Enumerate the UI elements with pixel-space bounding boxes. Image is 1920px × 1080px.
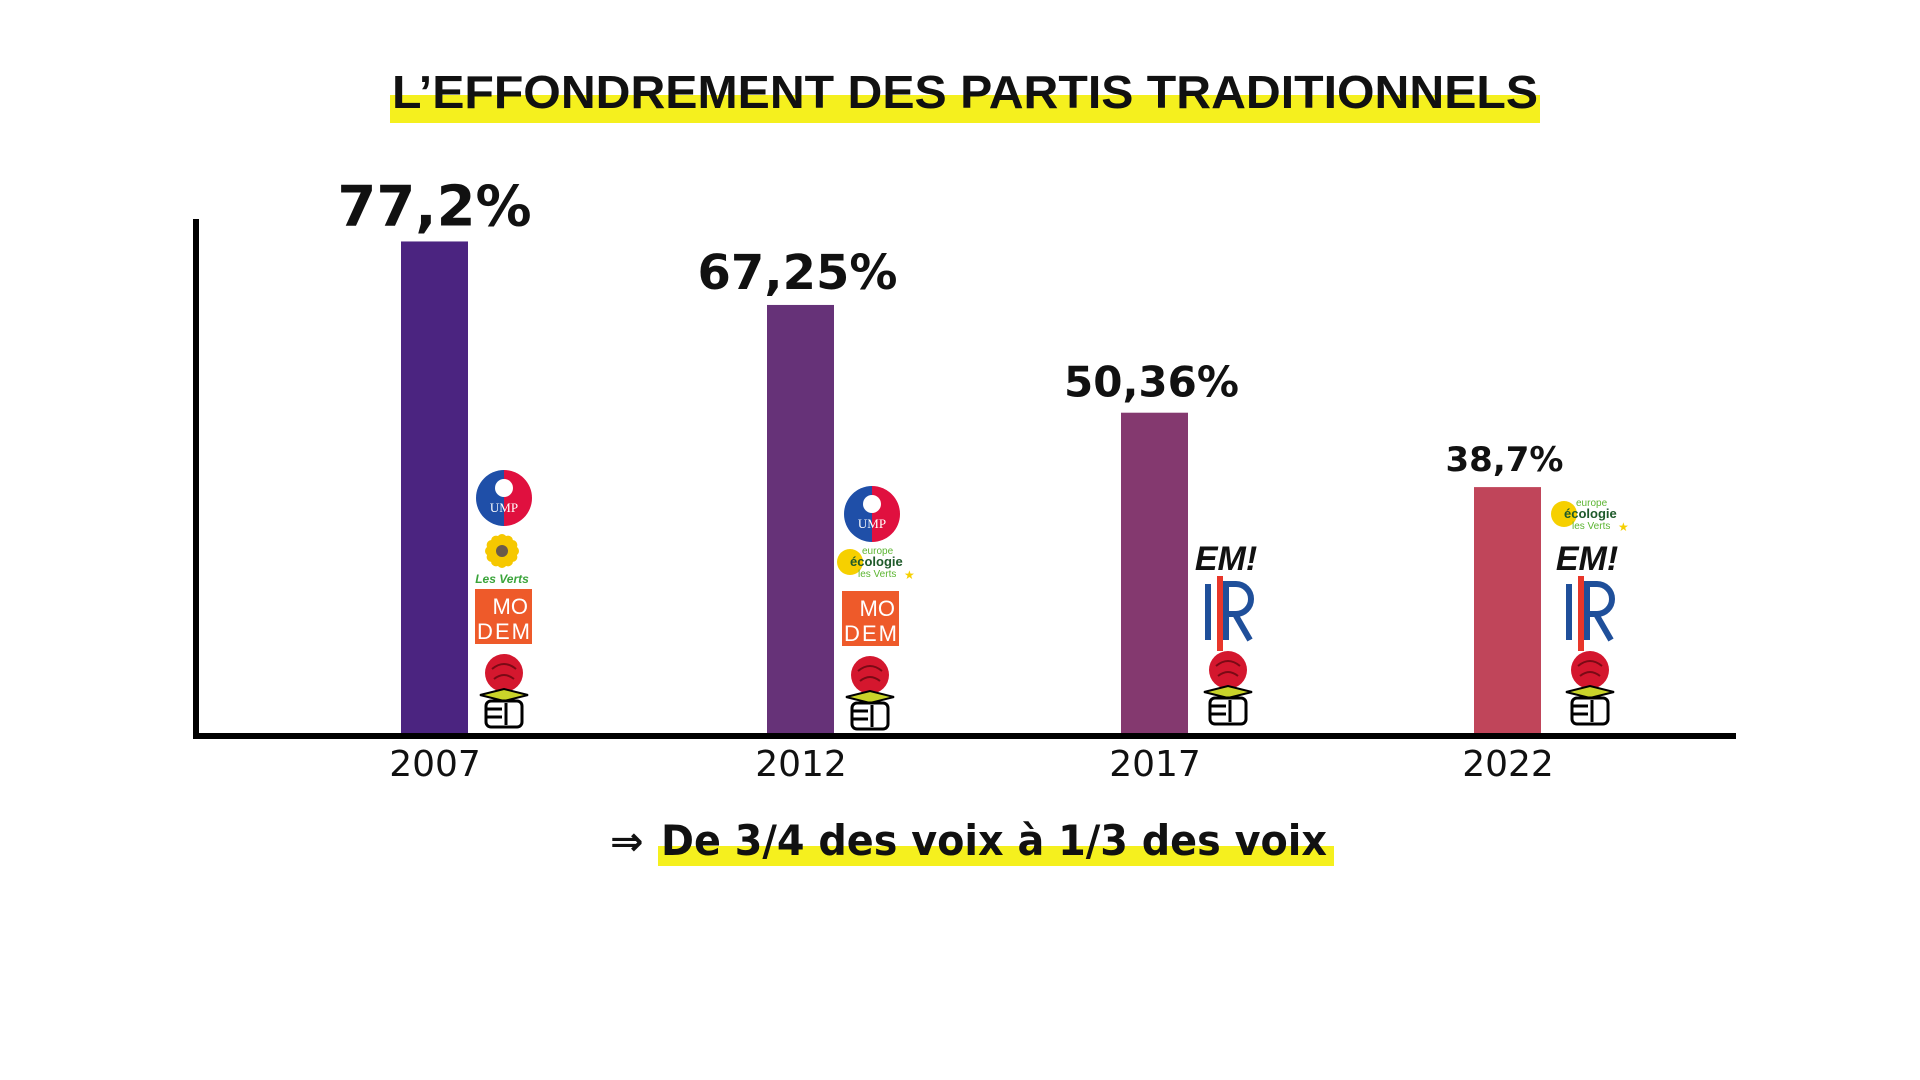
x-tick-label-2007: 2007 <box>389 744 481 785</box>
en-marche-logo-icon: EM! <box>1556 540 1618 578</box>
svg-text:écologie: écologie <box>1564 506 1617 521</box>
svg-text:UMP: UMP <box>858 516 886 531</box>
ps-rose-fist-logo-icon <box>845 656 895 731</box>
svg-text:UMP: UMP <box>490 500 518 515</box>
x-tick-label-2022: 2022 <box>1462 744 1554 785</box>
annotation-arrow: ⇒ <box>610 819 644 865</box>
ump-logo-icon: UMP <box>476 470 532 526</box>
les-republicains-logo-icon <box>1566 576 1615 651</box>
bars-group: 77,2% 2007 67,25% 2012 50,36% 2017 38,7% 2022 <box>337 174 1563 785</box>
svg-text:europe: europe <box>862 546 894 557</box>
svg-text:écologie: écologie <box>850 554 903 569</box>
svg-text:EM!: EM! <box>1195 540 1257 578</box>
bar-2017 <box>1121 412 1188 734</box>
svg-text:les Verts: les Verts <box>1572 521 1610 532</box>
svg-text:MO: MO <box>860 596 895 621</box>
bar-2022 <box>1474 487 1541 734</box>
x-tick-label-2017: 2017 <box>1109 744 1201 785</box>
ump-logo-icon: UMP <box>844 486 900 542</box>
en-marche-logo-icon: EM! <box>1195 540 1257 578</box>
svg-text:les Verts: les Verts <box>858 569 896 580</box>
chart-title: L’EFFONDREMENT DES PARTIS TRADITIONNELS <box>392 66 1538 118</box>
annotation-highlight <box>658 846 1334 866</box>
ps-rose-fist-logo-icon <box>1203 651 1253 726</box>
svg-text:Les Verts: Les Verts <box>475 572 529 586</box>
bar-2012 <box>767 304 834 734</box>
value-label-2012: 67,25% <box>698 245 898 301</box>
svg-text:★: ★ <box>1618 520 1629 534</box>
les-verts-logo-icon: Les Verts <box>475 534 529 586</box>
svg-text:★: ★ <box>904 568 915 582</box>
svg-text:DEM: DEM <box>477 619 530 644</box>
svg-text:DEM: DEM <box>844 621 897 646</box>
ps-rose-fist-logo-icon <box>479 654 529 729</box>
bar-2007 <box>401 241 468 735</box>
value-label-2007: 77,2% <box>337 174 531 239</box>
value-label-2022: 38,7% <box>1446 440 1564 480</box>
svg-text:EM!: EM! <box>1556 540 1618 578</box>
annotation-text: De 3/4 des voix à 1/3 des voix <box>661 816 1327 865</box>
title-highlight <box>390 95 1540 123</box>
x-tick-label-2012: 2012 <box>755 744 847 785</box>
value-label-2017: 50,36% <box>1064 358 1239 407</box>
svg-text:europe: europe <box>1576 498 1608 509</box>
ps-rose-fist-logo-icon <box>1565 651 1615 726</box>
svg-text:MO: MO <box>493 594 528 619</box>
les-republicains-logo-icon <box>1205 576 1254 651</box>
